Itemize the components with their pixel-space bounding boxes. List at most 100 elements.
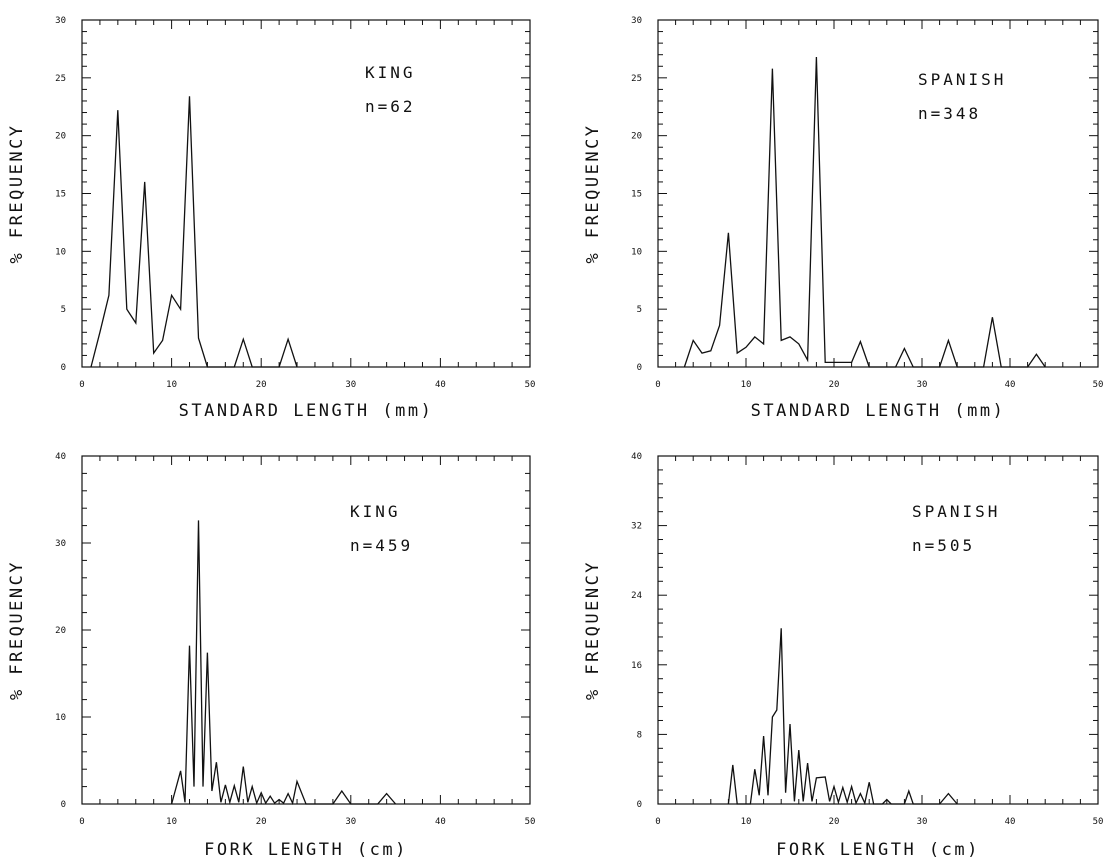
- data-point: [683, 366, 685, 368]
- data-point: [745, 346, 747, 348]
- data-point: [798, 749, 800, 751]
- y-tick-label: 20: [55, 132, 66, 142]
- data-point: [806, 359, 808, 361]
- species-label: KING: [365, 63, 416, 82]
- data-point: [161, 339, 163, 341]
- x-tick-label: 30: [917, 380, 928, 390]
- data-point: [197, 337, 199, 339]
- data-point: [152, 352, 154, 354]
- data-point: [859, 340, 861, 342]
- x-tick-label: 10: [741, 817, 752, 827]
- data-point: [982, 366, 984, 368]
- data-point: [991, 316, 993, 318]
- data-point: [762, 735, 764, 737]
- data-point: [758, 794, 760, 796]
- data-point: [868, 781, 870, 783]
- data-point: [771, 67, 773, 69]
- data-point: [251, 366, 253, 368]
- species-label: SPANISH: [912, 502, 1000, 521]
- data-point: [947, 792, 949, 794]
- frequency-line: [727, 628, 958, 806]
- data-point: [793, 800, 795, 802]
- data-point: [170, 803, 172, 805]
- data-point: [188, 644, 190, 646]
- y-tick-label: 25: [631, 74, 642, 84]
- data-point: [269, 366, 271, 368]
- data-point: [269, 795, 271, 797]
- data-point: [938, 366, 940, 368]
- data-point: [798, 343, 800, 345]
- y-axis-title: % FREQUENCY: [7, 560, 27, 700]
- x-tick-label: 10: [166, 817, 177, 827]
- x-tick-label: 30: [345, 817, 356, 827]
- data-point: [242, 338, 244, 340]
- data-point: [912, 366, 914, 368]
- data-point: [256, 802, 258, 804]
- data-point: [99, 331, 101, 333]
- data-point: [701, 352, 703, 354]
- chart-panel-2: 0 10 20 30 40 50 0 5 10 15 20 25 30 SPANISH n=348 STAND…: [583, 16, 1103, 421]
- species-label: SPANISH: [918, 70, 1006, 89]
- data-point: [912, 803, 914, 805]
- data-point: [771, 716, 773, 718]
- data-point: [242, 765, 244, 767]
- x-tick-label: 0: [655, 817, 660, 827]
- data-point: [287, 338, 289, 340]
- x-tick-label: 40: [435, 817, 446, 827]
- data-point: [850, 785, 852, 787]
- data-point: [184, 801, 186, 803]
- x-axis-title: STANDARD LENGTH (mm): [751, 401, 1006, 421]
- data-point: [206, 366, 208, 368]
- data-point: [215, 366, 217, 368]
- data-point: [754, 768, 756, 770]
- data-point: [749, 803, 751, 805]
- data-point: [776, 709, 778, 711]
- y-axis-title: % FREQUENCY: [583, 123, 603, 263]
- data-point: [220, 801, 222, 803]
- plot-frame: [657, 19, 1099, 368]
- data-point: [872, 803, 874, 805]
- data-point: [890, 803, 892, 805]
- data-point: [894, 366, 896, 368]
- y-tick-label: 5: [637, 305, 642, 315]
- data-point: [727, 232, 729, 234]
- data-point: [855, 802, 857, 804]
- data-point: [394, 803, 396, 805]
- y-tick-label: 0: [61, 800, 66, 810]
- data-point: [251, 785, 253, 787]
- data-point: [193, 785, 195, 787]
- y-axis-title: % FREQUENCY: [7, 123, 27, 263]
- plot-frame: [81, 19, 531, 368]
- y-tick-label: 5: [61, 305, 66, 315]
- data-point: [296, 780, 298, 782]
- x-axis-title: FORK LENGTH (cm): [776, 840, 980, 858]
- data-point: [692, 339, 694, 341]
- data-point: [903, 347, 905, 349]
- x-tick-label: 20: [829, 380, 840, 390]
- y-tick-label: 24: [631, 591, 642, 601]
- data-point: [1035, 353, 1037, 355]
- data-point: [278, 366, 280, 368]
- data-point: [224, 784, 226, 786]
- data-point: [718, 324, 720, 326]
- y-tick-label: 40: [55, 452, 66, 462]
- data-point: [90, 366, 92, 368]
- x-tick-label: 50: [1093, 380, 1104, 390]
- data-point: [273, 802, 275, 804]
- data-point: [956, 803, 958, 805]
- data-point: [903, 803, 905, 805]
- data-point: [727, 803, 729, 805]
- data-point: [956, 366, 958, 368]
- data-point: [1026, 366, 1028, 368]
- data-point: [754, 336, 756, 338]
- data-point: [170, 294, 172, 296]
- sample-size-label: n=62: [365, 97, 416, 116]
- x-tick-label: 20: [256, 817, 267, 827]
- data-point: [179, 770, 181, 772]
- y-axis-title: % FREQUENCY: [583, 560, 603, 700]
- data-point: [206, 651, 208, 653]
- y-tick-label: 0: [637, 800, 642, 810]
- data-point: [264, 802, 266, 804]
- data-point: [850, 361, 852, 363]
